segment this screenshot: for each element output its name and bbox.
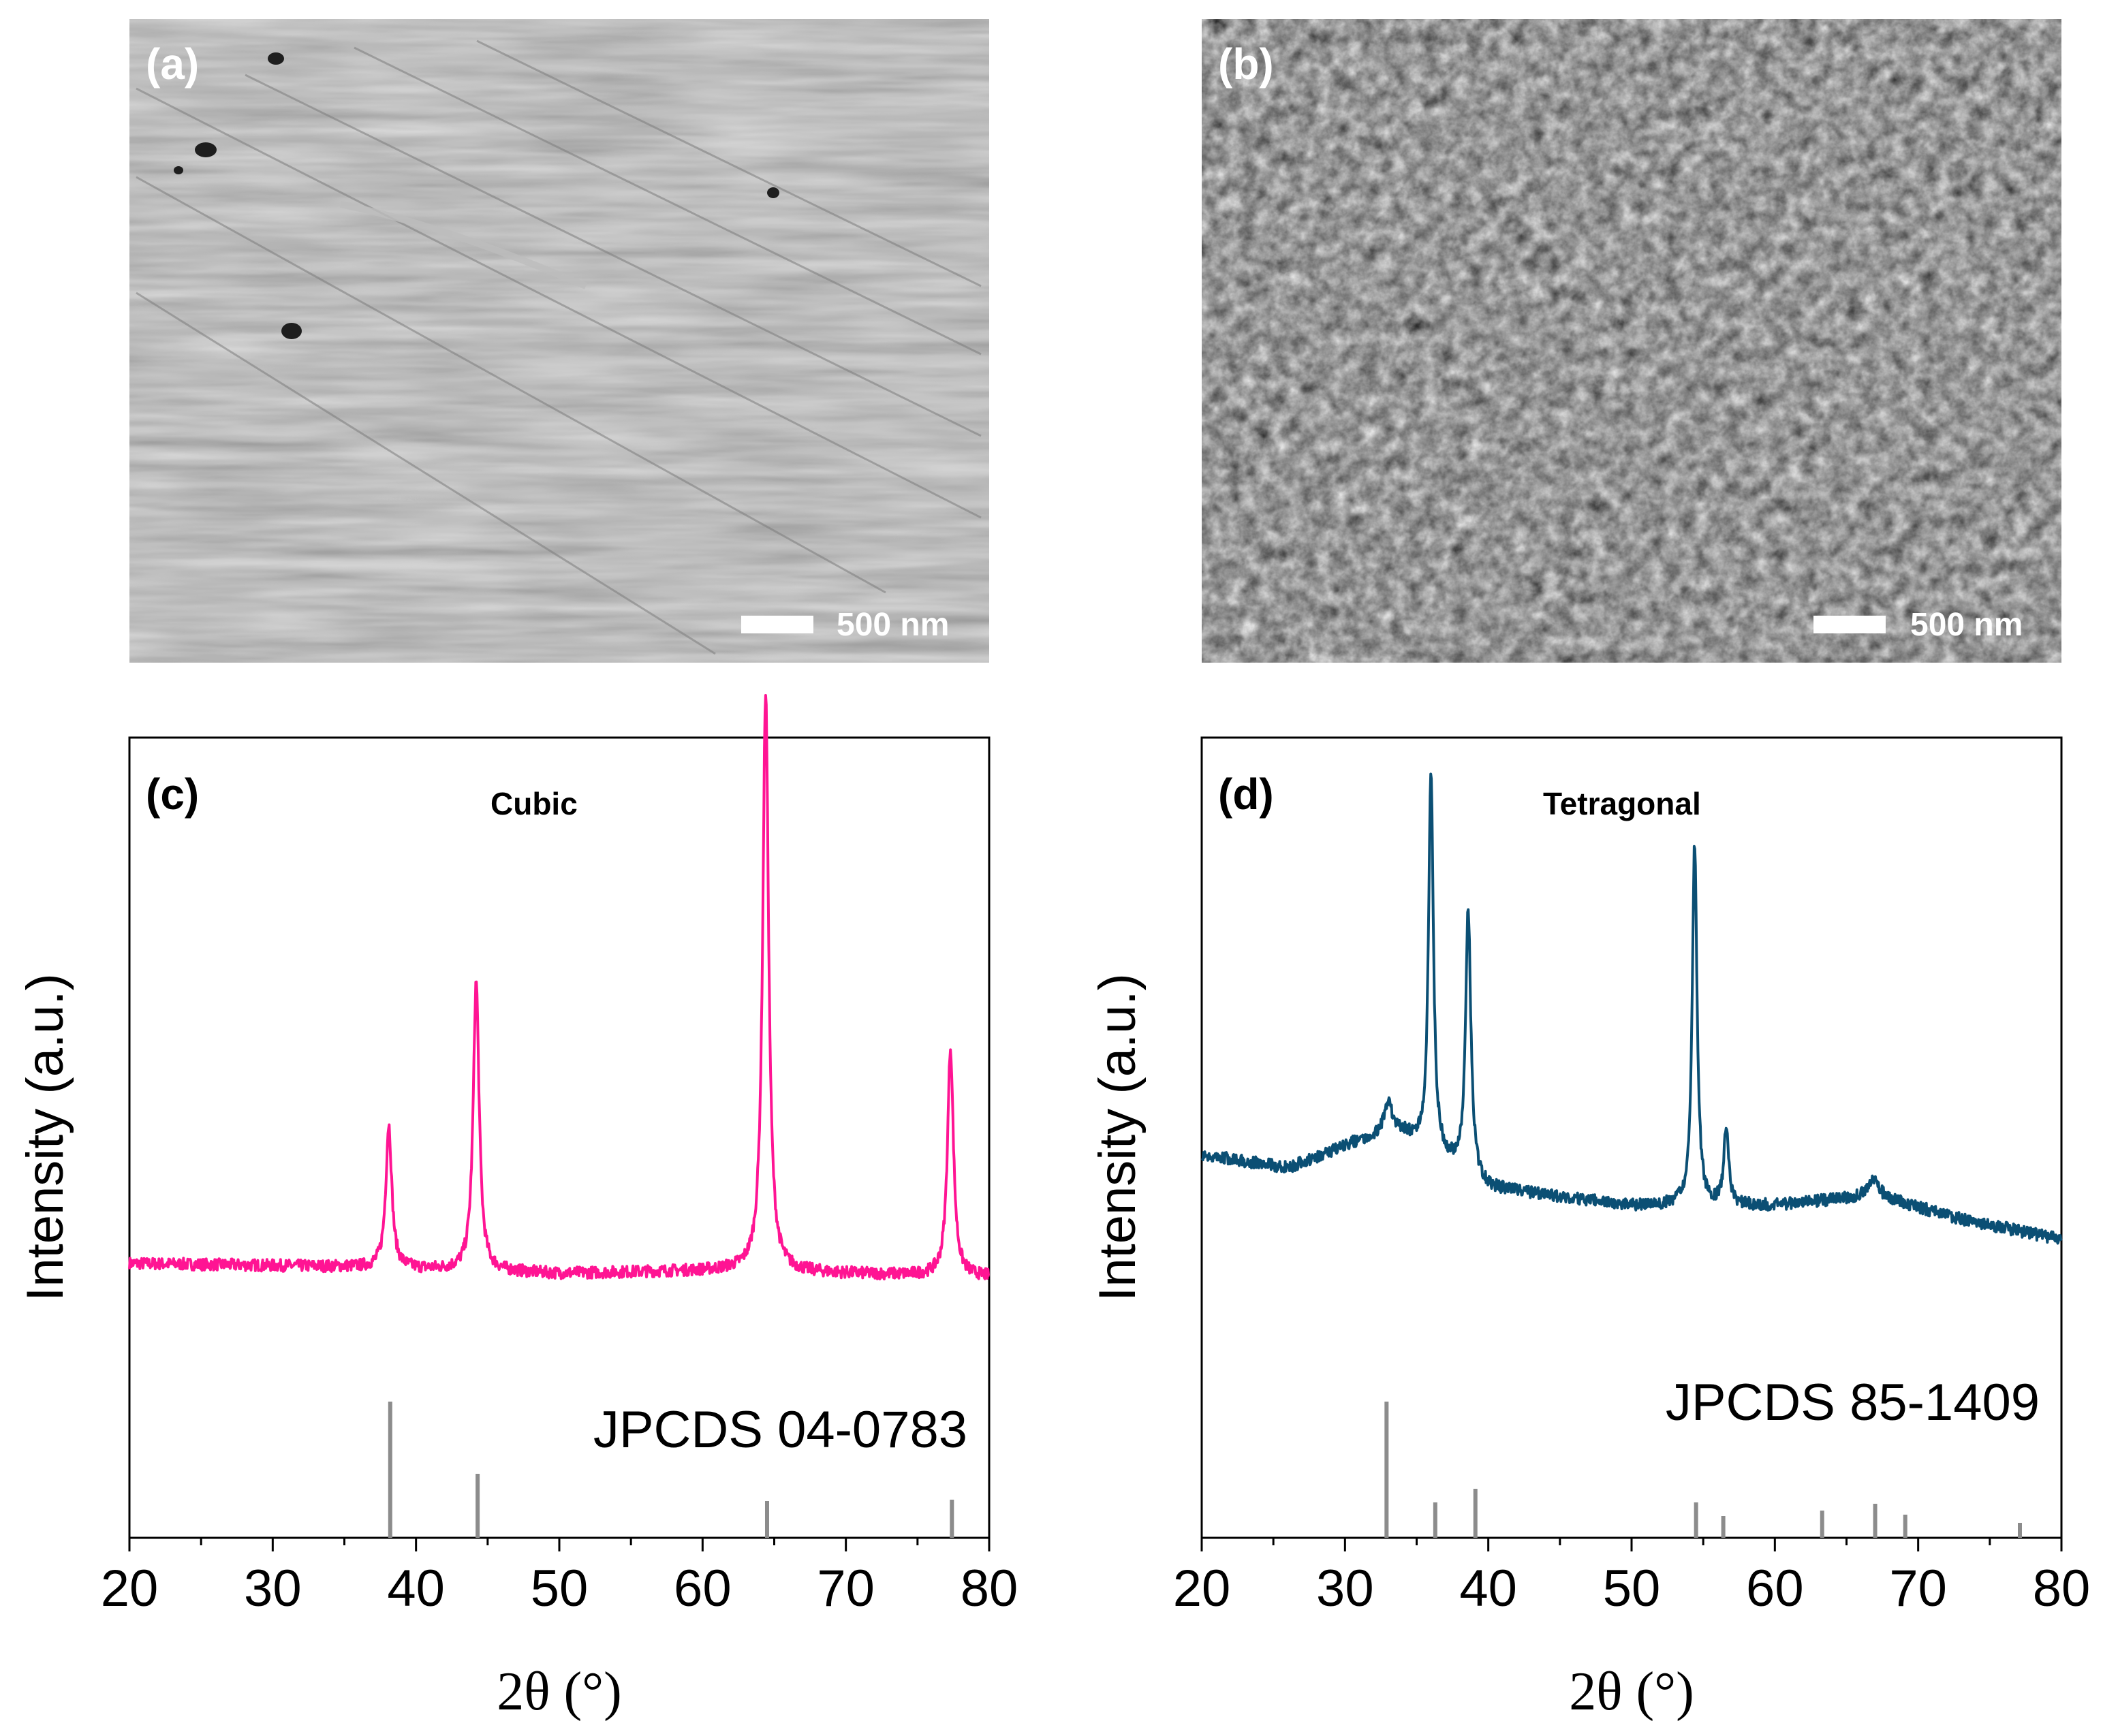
x-tick-label-d-60: 60 (1746, 1560, 1804, 1617)
x-tick-label-c-50: 50 (531, 1560, 589, 1617)
x-tick-label-d-70: 70 (1889, 1560, 1947, 1617)
x-tick-label-d-30: 30 (1316, 1560, 1374, 1617)
panel-label-a: (a) (146, 40, 199, 89)
panel-label-b: (b) (1218, 40, 1274, 89)
x-tick-label-c-60: 60 (674, 1560, 732, 1617)
x-axis-ticks-c: 20 30 40 50 60 70 80 (101, 1538, 1018, 1617)
x-tick-label-c-70: 70 (817, 1560, 875, 1617)
chart-title-d: Tetragonal (1543, 786, 1701, 821)
chart-c: 20 30 40 50 60 70 80 (c) Cubic JPCDS 04-0783 I… (16, 694, 1018, 1722)
panel-label-d: (d) (1218, 770, 1274, 819)
pits (174, 52, 779, 339)
x-tick-label-d-20: 20 (1173, 1560, 1231, 1617)
x-axis-label-c: 2θ (°) (497, 1662, 622, 1722)
reference-label-d: JPCDS 85-1409 (1666, 1374, 2040, 1432)
x-tick-label-c-20: 20 (101, 1560, 159, 1617)
reference-lines-d (1384, 1402, 2023, 1538)
x-tick-label-c-40: 40 (387, 1560, 445, 1617)
sem-image-a (129, 19, 989, 663)
y-axis-label-c: Intensity (a.u.) (16, 973, 74, 1301)
x-tick-label-c-30: 30 (244, 1560, 302, 1617)
reference-lines-c (388, 1402, 954, 1538)
scratch-marks (136, 40, 982, 655)
x-axis-label-d: 2θ (°) (1569, 1662, 1694, 1722)
x-tick-label-c-80: 80 (961, 1560, 1018, 1617)
scalebar-b (1813, 616, 1886, 633)
panel-label-c: (c) (146, 770, 199, 819)
scalebar-label-b: 500 nm (1910, 607, 2023, 643)
sem-image-b (1202, 19, 2061, 663)
pattern-line-c (128, 694, 991, 1280)
x-tick-label-d-40: 40 (1459, 1560, 1517, 1617)
scalebar-label-a: 500 nm (837, 607, 949, 643)
pattern-line-d (1200, 772, 2063, 1245)
chart-d: 20 30 40 50 60 70 80 (d) Tetragonal JPCDS 85-1… (1089, 736, 2091, 1722)
scalebar-a (741, 616, 813, 633)
y-axis-label-d: Intensity (a.u.) (1089, 973, 1147, 1301)
reference-label-c: JPCDS 04-0783 (593, 1401, 967, 1459)
x-axis-ticks-d: 20 30 40 50 60 70 80 (1173, 1538, 2091, 1617)
chart-title-c: Cubic (490, 786, 578, 821)
x-tick-label-d-80: 80 (2033, 1560, 2091, 1617)
x-tick-label-d-50: 50 (1603, 1560, 1661, 1617)
bright-streak (340, 201, 587, 289)
